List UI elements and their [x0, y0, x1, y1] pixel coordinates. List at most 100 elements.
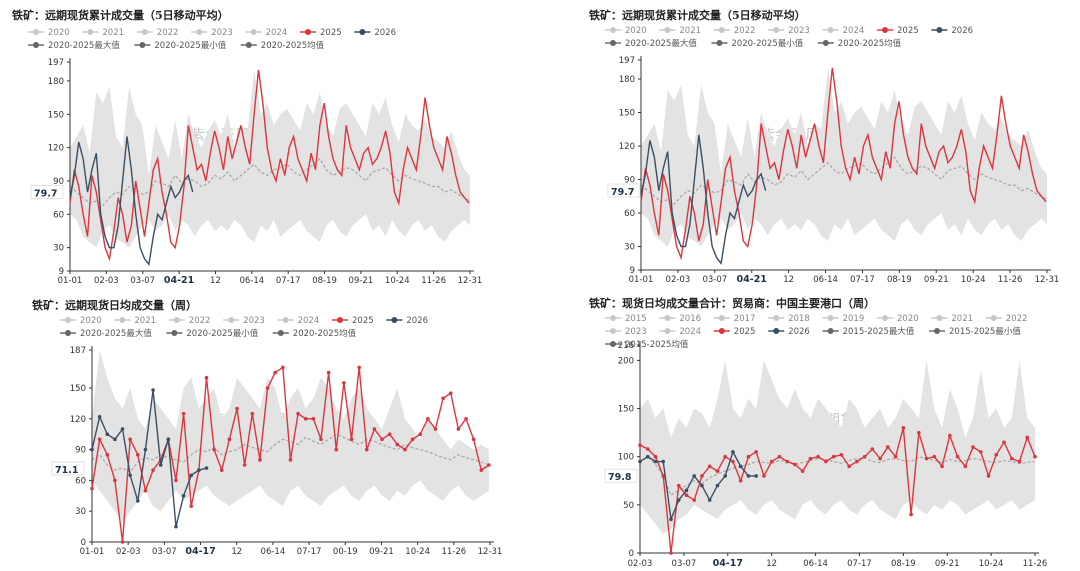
- legend-marker-icon: [65, 317, 71, 323]
- legend-item[interactable]: 2024: [245, 28, 288, 38]
- legend-item[interactable]: 2015-2025最小值: [929, 326, 1021, 337]
- legend-item[interactable]: 2020-2025最大值: [28, 40, 120, 51]
- y-tick-label: 90: [75, 446, 86, 456]
- x-tick-label: 04-21: [164, 275, 194, 286]
- legend-item[interactable]: 2020-2025最大值: [605, 38, 697, 49]
- legend-label: 2016: [679, 314, 701, 324]
- legend-label: 2021: [134, 316, 156, 326]
- legend-item[interactable]: 2023: [605, 327, 647, 337]
- legend-marker-icon: [664, 27, 671, 33]
- legend-item[interactable]: 2018: [768, 314, 810, 324]
- legend-item[interactable]: 2020-2025均值: [272, 328, 357, 339]
- legend-item[interactable]: 2021: [931, 314, 973, 324]
- y-tick-label: 200: [618, 356, 634, 366]
- legend-marker-icon: [936, 27, 943, 33]
- legend-item[interactable]: 2020-2025均值: [240, 40, 325, 51]
- legend-item[interactable]: 2022: [985, 314, 1028, 324]
- legend-item[interactable]: 2026: [386, 316, 428, 326]
- legend-item[interactable]: 2015: [605, 314, 647, 324]
- data-point: [971, 445, 975, 449]
- legend-item[interactable]: 2022: [168, 316, 211, 326]
- data-point: [181, 411, 186, 416]
- x-tick-label: 07-17: [276, 276, 301, 286]
- data-point: [349, 437, 354, 442]
- legend-item[interactable]: 2023: [768, 26, 810, 36]
- legend-item[interactable]: 2020-2025均值: [817, 38, 902, 49]
- legend-item[interactable]: 2020: [28, 28, 70, 38]
- legend-marker-icon: [119, 317, 126, 323]
- legend: 2020 2021 2022 2023 2024 2025 2026 2020-2025最大值…: [28, 28, 396, 51]
- legend-item[interactable]: 2024: [659, 327, 701, 337]
- legend-item[interactable]: 2015-2025最大值: [822, 326, 915, 337]
- legend-item[interactable]: 2020: [605, 26, 647, 36]
- legend-label: 2025: [320, 28, 342, 38]
- legend-item[interactable]: 2020-2025最小值: [166, 328, 259, 339]
- legend-item[interactable]: 2025: [300, 28, 342, 38]
- legend-label: 2021: [951, 314, 973, 324]
- data-point: [120, 427, 125, 431]
- data-point: [669, 517, 673, 522]
- legend-label: 2025: [734, 327, 756, 337]
- legend-item[interactable]: 2016: [659, 314, 701, 324]
- legend-item[interactable]: 2025: [713, 327, 756, 337]
- data-point: [870, 447, 875, 451]
- data-point: [684, 493, 689, 498]
- legend-item[interactable]: 2019: [822, 314, 865, 324]
- legend-item[interactable]: 2026: [931, 26, 973, 36]
- legend-item[interactable]: 2026: [354, 28, 396, 38]
- legend-item[interactable]: 2020-2025最小值: [711, 38, 804, 49]
- chart-title: 铁矿：远期现货日均成交量（周）: [32, 299, 197, 312]
- callout-box: [607, 183, 641, 198]
- legend-item[interactable]: 2020: [877, 314, 919, 324]
- legend-item[interactable]: 2015-2025均值: [605, 339, 689, 350]
- legend-item[interactable]: 2022: [713, 26, 756, 36]
- y-tick-label: 90: [624, 176, 635, 186]
- data-point: [1002, 440, 1006, 445]
- legend: 2015 2016 2017 2018 2019 2020 2021 2022 2023 2024…: [605, 314, 1027, 350]
- legend-marker-icon: [139, 42, 146, 48]
- series-line-2025: [640, 67, 1047, 261]
- callout-box: [604, 468, 638, 483]
- legend-item[interactable]: 2022: [136, 28, 179, 38]
- data-point: [464, 416, 468, 421]
- x-tick-label: 07-17: [847, 559, 872, 569]
- y-tick-label: 30: [53, 244, 64, 254]
- data-point: [456, 427, 461, 431]
- data-point: [311, 416, 316, 421]
- x-tick-label: 10-24: [405, 547, 430, 557]
- legend-item[interactable]: 2023: [191, 28, 233, 38]
- x-tick-label: 12: [766, 559, 777, 569]
- legend-label: 2024: [843, 26, 865, 36]
- data-point: [785, 459, 789, 464]
- legend-item[interactable]: 2021: [114, 316, 156, 326]
- data-point: [715, 483, 720, 488]
- legend-item[interactable]: 2025: [877, 26, 919, 36]
- legend-item[interactable]: 2024: [822, 26, 865, 36]
- legend-item[interactable]: 2026: [768, 327, 810, 337]
- data-point: [258, 458, 262, 462]
- legend-label: 2023: [243, 316, 265, 326]
- data-point: [669, 551, 673, 555]
- series-line-2026: [91, 389, 207, 527]
- legend-label: 2019: [843, 314, 865, 324]
- data-point: [204, 466, 209, 470]
- legend-item[interactable]: 2021: [659, 26, 701, 36]
- legend-item[interactable]: 2020-2025最大值: [60, 328, 152, 339]
- x-tick-label: 08-19: [312, 276, 337, 286]
- data-point: [97, 414, 102, 419]
- legend-label: 2020-2025最小值: [186, 328, 258, 339]
- data-point: [227, 437, 232, 442]
- data-point: [212, 447, 216, 452]
- legend-marker-icon: [934, 328, 940, 334]
- legend-item[interactable]: 2020: [60, 316, 102, 326]
- legend-item[interactable]: 2024: [277, 316, 320, 326]
- legend-item[interactable]: 2017: [713, 314, 756, 324]
- data-point: [219, 468, 224, 472]
- legend-item[interactable]: 2023: [223, 316, 265, 326]
- legend-item[interactable]: 2021: [82, 28, 124, 38]
- legend-item[interactable]: 2025: [332, 316, 374, 326]
- callout-label: 79.7: [34, 188, 57, 199]
- data-point: [684, 488, 689, 493]
- legend-item[interactable]: 2020-2025最小值: [134, 40, 227, 51]
- x-tick-label: 04-17: [185, 546, 215, 557]
